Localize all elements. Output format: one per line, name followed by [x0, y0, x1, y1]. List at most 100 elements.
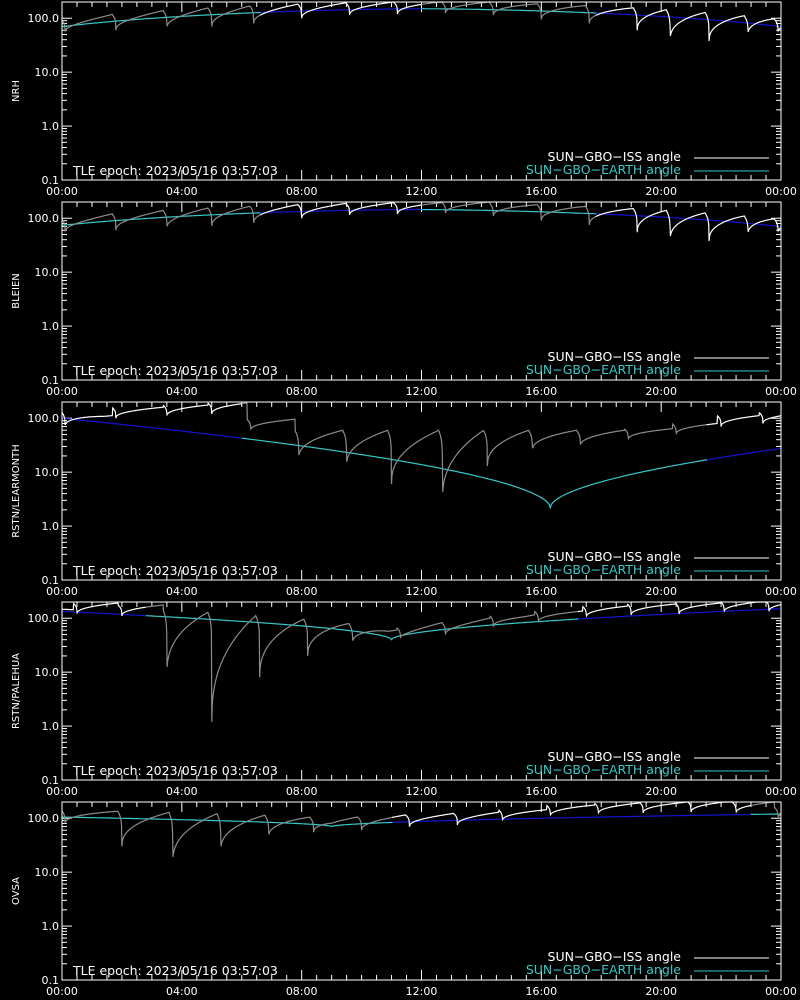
x-tick-label: 12:00: [406, 585, 438, 598]
x-tick-label: 04:00: [166, 185, 198, 198]
x-tick-label: 08:00: [286, 785, 318, 798]
y-axis-label: RSTN/PALEHUA: [11, 653, 22, 729]
x-tick-label: 08:00: [286, 185, 318, 198]
x-tick-label: 16:00: [525, 985, 557, 998]
x-tick-label: 00:00: [46, 185, 78, 198]
earth-angle-line: [61, 212, 261, 226]
y-tick-label: 10.0: [35, 866, 60, 879]
y-tick-label: 1.0: [42, 720, 60, 733]
legend-iss-label: SUN−GBO−ISS angle: [548, 149, 682, 164]
iss-angle-line: [577, 601, 782, 618]
iss-angle-line: [259, 202, 422, 219]
chart-panel-4: 0.1 1.0 10.0 100.0 00:00 04:00 08:00 12:00 16:00…: [11, 601, 797, 798]
legend-iss-label: SUN−GBO−ISS angle: [548, 749, 682, 764]
iss-angle-line: [61, 5, 261, 33]
earth-angle-line: [421, 208, 597, 215]
iss-angle-line: [595, 7, 782, 41]
chart-panel-3: 0.1 1.0 10.0 100.0 00:00 04:00 08:00 12:00 16:00…: [11, 401, 797, 598]
earth-angle-line: [241, 437, 708, 510]
legend-earth-label: SUN−GBO−EARTH angle: [526, 962, 681, 977]
y-tick-label: 1.0: [42, 920, 60, 933]
y-tick-label: 1.0: [42, 120, 60, 133]
y-axis-label: OVSA: [11, 877, 22, 905]
x-tick-label: 12:00: [406, 785, 438, 798]
x-tick-label: 20:00: [645, 785, 677, 798]
chart-panel-2: 0.1 1.0 10.0 100.0 00:00 04:00 08:00 12:00 16:00…: [11, 201, 797, 398]
y-tick-label: 1.0: [42, 520, 60, 533]
y-tick-label: 10.0: [35, 66, 60, 79]
earth-angle-line: [61, 417, 242, 439]
tle-epoch-annotation: TLE epoch: 2023/05/16 03:57:03: [72, 163, 278, 178]
y-tick-label: 1.0: [42, 320, 60, 333]
y-tick-label: 100.0: [28, 12, 60, 25]
y-axis-label: BLEIEN: [11, 273, 22, 309]
iss-angle-line: [595, 208, 782, 241]
x-tick-label: 20:00: [645, 385, 677, 398]
earth-angle-line: [260, 8, 422, 14]
iss-angle-line: [61, 205, 261, 233]
x-tick-label: 20:00: [645, 985, 677, 998]
x-tick-label: 16:00: [525, 385, 557, 398]
earth-angle-line: [596, 213, 782, 228]
earth-angle-line: [421, 8, 597, 14]
legend-earth-label: SUN−GBO−EARTH angle: [526, 762, 681, 777]
x-tick-label: 00:00: [46, 985, 78, 998]
iss-angle-line: [421, 1, 596, 24]
iss-angle-line: [259, 1, 422, 19]
x-tick-label: 12:00: [406, 985, 438, 998]
x-tick-label: 20:00: [645, 585, 677, 598]
earth-angle-line: [260, 208, 422, 214]
y-tick-label: 10.0: [35, 466, 60, 479]
earth-angle-line: [61, 11, 261, 28]
tle-epoch-annotation: TLE epoch: 2023/05/16 03:57:03: [72, 963, 278, 978]
legend-iss-label: SUN−GBO−ISS angle: [548, 549, 682, 564]
iss-angle-line: [61, 810, 392, 857]
iss-angle-line: [421, 201, 596, 226]
plot-frame: [61, 601, 782, 781]
legend-earth-label: SUN−GBO−EARTH angle: [526, 162, 681, 177]
y-tick-label: 0.1: [42, 174, 60, 187]
x-tick-label: 08:00: [286, 585, 318, 598]
x-tick-label: 00:00: [765, 185, 797, 198]
y-tick-label: 0.1: [42, 574, 60, 587]
iss-angle-line: [391, 801, 752, 827]
y-tick-label: 10.0: [35, 266, 60, 279]
x-tick-label: 16:00: [525, 185, 557, 198]
y-tick-label: 100.0: [28, 812, 60, 825]
x-tick-label: 12:00: [406, 185, 438, 198]
x-tick-label: 20:00: [645, 185, 677, 198]
x-tick-label: 00:00: [46, 385, 78, 398]
y-tick-label: 0.1: [42, 774, 60, 787]
x-tick-label: 08:00: [286, 385, 318, 398]
x-tick-label: 08:00: [286, 985, 318, 998]
earth-angle-line: [62, 816, 393, 828]
y-axis-label: RSTN/LEARMONTH: [11, 444, 22, 538]
legend-earth-label: SUN−GBO−EARTH angle: [526, 362, 681, 377]
chart-panel-1: 0.1 1.0 10.0 100.0 00:00 04:00 08:00 12:00 16:00…: [11, 1, 797, 198]
plot-frame: [61, 801, 782, 981]
x-tick-label: 00:00: [765, 585, 797, 598]
earth-angle-line: [706, 447, 782, 461]
earth-angle-line: [145, 615, 579, 641]
plot-frame: [61, 1, 782, 181]
y-tick-label: 100.0: [28, 412, 60, 425]
earth-angle-line: [62, 610, 146, 617]
y-tick-label: 0.1: [42, 974, 60, 987]
y-tick-label: 100.0: [28, 612, 60, 625]
x-tick-label: 00:00: [46, 585, 78, 598]
plot-frame: [61, 201, 782, 381]
y-axis-label: NRH: [11, 80, 22, 102]
plot-frame: [61, 401, 782, 581]
x-tick-label: 12:00: [406, 385, 438, 398]
iss-angle-line: [61, 402, 242, 426]
legend-earth-label: SUN−GBO−EARTH angle: [526, 562, 681, 577]
chart-panel-5: 0.1 1.0 10.0 100.0 00:00 04:00 08:00 12:00 16:00…: [11, 801, 797, 998]
legend-iss-label: SUN−GBO−ISS angle: [548, 349, 682, 364]
iss-angle-line: [62, 602, 146, 617]
y-tick-label: 0.1: [42, 374, 60, 387]
tle-epoch-annotation: TLE epoch: 2023/05/16 03:57:03: [72, 363, 278, 378]
x-tick-label: 00:00: [46, 785, 78, 798]
legend-iss-label: SUN−GBO−ISS angle: [548, 949, 682, 964]
tle-epoch-annotation: TLE epoch: 2023/05/16 03:57:03: [72, 563, 278, 578]
